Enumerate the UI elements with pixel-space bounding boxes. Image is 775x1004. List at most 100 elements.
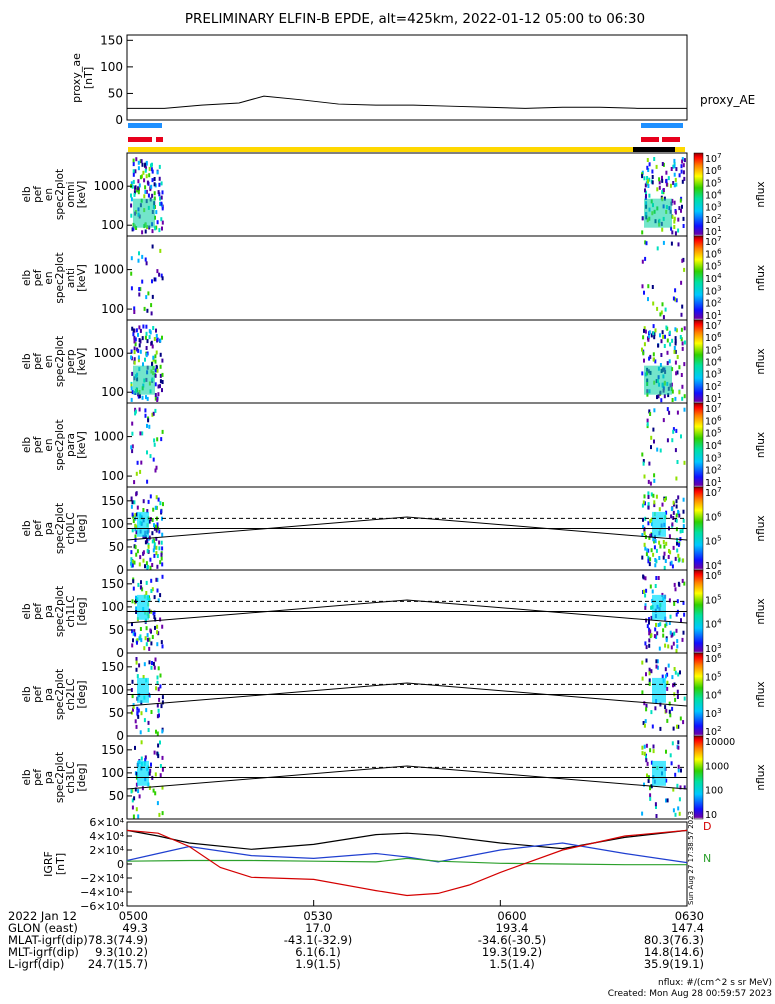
panel-ytick-label: 100: [101, 766, 124, 780]
panel-ylabel-line: pef: [32, 186, 44, 203]
spectrogram-pixel: [671, 367, 674, 372]
spectrogram-pixel: [674, 556, 677, 561]
colorbar-tick-label: 1000: [705, 761, 729, 772]
colorbar-tick-label: 105: [705, 343, 722, 356]
spectrogram-pixel: [146, 637, 149, 642]
spectrogram-pixel: [681, 204, 683, 209]
spectrogram-pixel: [658, 177, 661, 182]
spectrogram-pixel: [641, 284, 644, 289]
spectrogram-pixel: [677, 724, 680, 729]
spectrogram-pixel: [138, 407, 141, 412]
panel-ytick-label: 150: [101, 577, 124, 591]
panel-ylabel-line: elb: [21, 437, 33, 453]
spectrogram-pixel: [650, 710, 653, 715]
spectrogram-pixel: [675, 476, 678, 481]
spectrogram-pixel: [683, 394, 686, 399]
spectrogram-pixel: [136, 711, 139, 716]
spectrogram-pixel: [648, 356, 651, 361]
spectrogram-pixel: [137, 160, 140, 165]
spectrogram-pixel: [160, 556, 163, 561]
spectrogram-pixel: [673, 582, 676, 587]
spectrogram-pixel: [643, 528, 646, 533]
spectrogram-pixel: [644, 240, 647, 245]
spectrogram-pixel: [139, 634, 142, 639]
proxy-ae-ylabel: proxy_ae: [70, 53, 83, 103]
spectrogram-pixel: [648, 681, 651, 686]
spectrogram-pixel: [161, 624, 164, 629]
spectrogram-pixel: [153, 542, 156, 547]
spectrogram-pixel: [661, 162, 664, 166]
spectrogram-pixel: [648, 330, 651, 335]
spectrogram-pixel: [664, 334, 666, 339]
spectrogram-pixel: [130, 383, 133, 388]
panel-ylabel-line: en: [43, 355, 55, 368]
spectrogram-pixel: [140, 740, 143, 745]
spectrogram-pixel: [142, 170, 145, 175]
panel-ylabel-line: pa: [43, 605, 55, 618]
spectrogram-pixel: [136, 347, 139, 352]
spectrogram-pixel: [680, 434, 682, 439]
spectrogram-pixel: [143, 194, 146, 199]
panel-ylabel-line: en: [43, 271, 55, 284]
spectrogram-pixel: [152, 538, 155, 543]
spectrogram-pixel: [665, 510, 668, 515]
spectrogram-pixel: [133, 346, 136, 351]
status-bar-black: [633, 147, 675, 152]
panel-ylabel-line: spec2plot: [54, 503, 66, 554]
colorbar-tick-label: 106: [705, 414, 722, 427]
spectrogram-pixel: [674, 772, 677, 777]
spectrogram-pixel: [665, 170, 668, 175]
spectrogram-pixel: [675, 499, 678, 504]
spectrogram-pixel: [654, 328, 657, 333]
spectrogram-pixel: [654, 558, 657, 562]
spectrogram-pixel: [651, 175, 654, 179]
spectrogram-pixel: [667, 176, 670, 181]
spectrogram-pixel: [154, 657, 157, 662]
igrf-series-blue: [126, 842, 688, 864]
spectrogram-pixel: [132, 179, 135, 184]
spectrogram-pixel: [145, 353, 148, 358]
spectrogram-pixel: [670, 507, 673, 511]
spectrogram-pixel: [681, 179, 684, 184]
spectrogram-pixel: [679, 785, 682, 790]
spectrogram-pixel: [148, 424, 151, 429]
spectrogram-pixel: [651, 169, 654, 174]
colorbar-tick-label: 107: [705, 235, 722, 248]
spectrogram-pixel: [652, 493, 655, 498]
spectrogram-pixel: [648, 461, 651, 466]
spectrogram-pixel: [658, 646, 661, 651]
spectrogram-pixel: [641, 745, 644, 750]
spectrogram-pixel: [646, 624, 649, 629]
panel-ylabel-line: pef: [32, 769, 44, 786]
spectrogram-pixel: [148, 166, 151, 171]
spectrogram-pixel: [674, 177, 677, 182]
spectrogram-pixel: [161, 190, 164, 195]
spectrogram-pixel: [664, 667, 667, 672]
spectrogram-pixel: [133, 500, 136, 505]
spectrogram-pixel: [676, 644, 679, 649]
spectrogram-pixel: [139, 431, 142, 436]
spectrogram-pixel: [683, 696, 686, 701]
spectrogram-pixel: [131, 563, 134, 568]
spectrogram-pixel: [648, 193, 651, 198]
spectrogram-pixel: [643, 542, 646, 547]
colorbar-tick-label: 104: [705, 189, 722, 202]
spectrogram-pixel: [676, 548, 679, 553]
igrf-ytick-label: 4×10⁴: [89, 830, 124, 843]
spectrogram-pixel: [671, 438, 674, 443]
spectrogram-pixel: [161, 388, 163, 393]
panel-ylabel-line: [deg]: [76, 598, 88, 626]
spectrogram-pixel: [158, 272, 161, 277]
spectrogram-pixel: [135, 328, 138, 333]
spectrogram-pixel: [133, 560, 136, 565]
spectrogram-pixel: [683, 326, 686, 331]
spectrogram-pixel: [675, 649, 678, 653]
spectrogram-pixel: [130, 213, 133, 218]
spectrogram-pixel: [674, 396, 677, 401]
spectrogram-pixel: [675, 428, 678, 433]
spectrogram-pixel: [667, 555, 670, 559]
spectrogram-pixel: [154, 359, 157, 364]
spectrogram-pixel: [130, 203, 133, 208]
panel-ytick-label: 0: [116, 646, 124, 660]
igrf-ytick-label: 6×10⁴: [89, 816, 124, 829]
